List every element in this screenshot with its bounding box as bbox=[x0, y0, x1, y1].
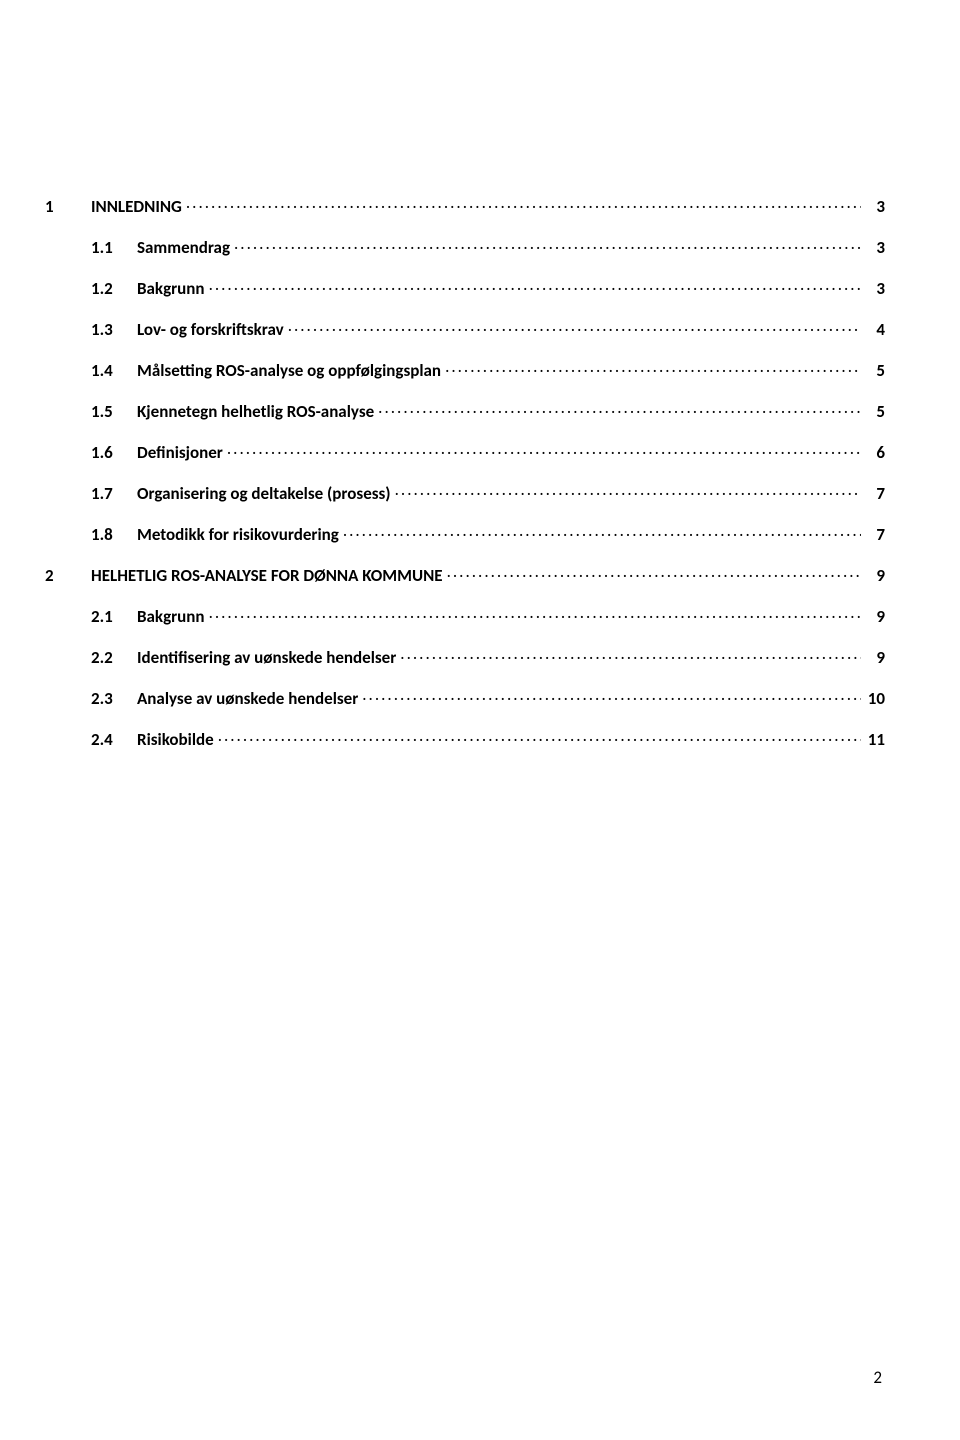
toc-entry-page: 3 bbox=[865, 198, 885, 215]
toc-entry-title: Bakgrunn bbox=[137, 608, 205, 625]
toc-entry-number: 1.6 bbox=[91, 444, 137, 461]
toc-entry-title: Målsetting ROS-analyse og oppfølgingspla… bbox=[137, 362, 441, 379]
toc-entry-number: 1.5 bbox=[91, 403, 137, 420]
toc-entry: 2.4Risikobilde 11 bbox=[45, 728, 885, 748]
toc-entry-number: 2 bbox=[45, 567, 91, 584]
toc-entry: 1.2Bakgrunn 3 bbox=[45, 277, 885, 297]
toc-entry-title: Kjennetegn helhetlig ROS-analyse bbox=[137, 403, 374, 420]
toc-entry-page: 5 bbox=[865, 403, 885, 420]
toc-entry: 1.1Sammendrag 3 bbox=[45, 236, 885, 256]
toc-entry-page: 9 bbox=[865, 649, 885, 666]
toc-leader-dots bbox=[227, 441, 861, 458]
toc-entry-number: 1.8 bbox=[91, 526, 137, 543]
toc-entry: 1.6Definisjoner 6 bbox=[45, 441, 885, 461]
toc-entry: 1.8Metodikk for risikovurdering 7 bbox=[45, 523, 885, 543]
toc-entry: 1.4Målsetting ROS-analyse og oppfølgings… bbox=[45, 359, 885, 379]
toc-entry-title: Metodikk for risikovurdering bbox=[137, 526, 339, 543]
toc-entry-page: 3 bbox=[865, 280, 885, 297]
toc-entry: 2.2Identifisering av uønskede hendelser 9 bbox=[45, 646, 885, 666]
toc-entry-title: Lov- og forskriftskrav bbox=[137, 321, 284, 338]
toc-entry-number: 1.3 bbox=[91, 321, 137, 338]
toc-entry-page: 7 bbox=[865, 485, 885, 502]
toc-leader-dots bbox=[447, 564, 861, 581]
toc-leader-dots bbox=[209, 605, 861, 622]
toc-entry-number: 2.1 bbox=[91, 608, 137, 625]
toc-entry-title: HELHETLIG ROS-ANALYSE FOR DØNNA KOMMUNE bbox=[91, 567, 443, 584]
toc-entry-page: 6 bbox=[865, 444, 885, 461]
toc-entry-page: 9 bbox=[865, 567, 885, 584]
toc-entry-number: 2.2 bbox=[91, 649, 137, 666]
document-page: 1INNLEDNING31.1Sammendrag31.2Bakgrunn31.… bbox=[0, 0, 960, 1440]
toc-leader-dots bbox=[234, 236, 861, 253]
toc-entry-number: 2.3 bbox=[91, 690, 137, 707]
toc-leader-dots bbox=[218, 728, 861, 745]
table-of-contents: 1INNLEDNING31.1Sammendrag31.2Bakgrunn31.… bbox=[45, 195, 885, 748]
toc-entry-page: 7 bbox=[865, 526, 885, 543]
toc-entry-title: Organisering og deltakelse (prosess) bbox=[137, 485, 391, 502]
toc-entry: 2HELHETLIG ROS-ANALYSE FOR DØNNA KOMMUNE… bbox=[45, 564, 885, 584]
toc-entry-title: Bakgrunn bbox=[137, 280, 205, 297]
toc-entry-title: Sammendrag bbox=[137, 239, 230, 256]
toc-entry: 2.1Bakgrunn 9 bbox=[45, 605, 885, 625]
toc-entry-number: 2.4 bbox=[91, 731, 137, 748]
toc-entry-title: Definisjoner bbox=[137, 444, 223, 461]
toc-entry-number: 1.1 bbox=[91, 239, 137, 256]
toc-entry-title: Risikobilde bbox=[137, 731, 214, 748]
toc-entry: 1.3Lov- og forskriftskrav 4 bbox=[45, 318, 885, 338]
toc-entry-title: Analyse av uønskede hendelser bbox=[137, 690, 358, 707]
toc-entry-page: 3 bbox=[865, 239, 885, 256]
toc-leader-dots bbox=[209, 277, 861, 294]
toc-leader-dots bbox=[378, 400, 861, 417]
toc-entry-number: 1.2 bbox=[91, 280, 137, 297]
toc-entry-number: 1.4 bbox=[91, 362, 137, 379]
toc-leader-dots bbox=[343, 523, 861, 540]
toc-leader-dots bbox=[186, 195, 861, 212]
toc-entry-page: 4 bbox=[865, 321, 885, 338]
toc-entry-title: INNLEDNING bbox=[91, 198, 182, 215]
toc-entry-number: 1 bbox=[45, 198, 91, 215]
toc-leader-dots bbox=[288, 318, 861, 335]
toc-entry-title: Identifisering av uønskede hendelser bbox=[137, 649, 396, 666]
toc-leader-dots bbox=[400, 646, 861, 663]
toc-entry-page: 11 bbox=[865, 731, 885, 748]
toc-entry-page: 9 bbox=[865, 608, 885, 625]
toc-entry: 2.3Analyse av uønskede hendelser 10 bbox=[45, 687, 885, 707]
toc-entry-number: 1.7 bbox=[91, 485, 137, 502]
toc-entry-page: 5 bbox=[865, 362, 885, 379]
toc-leader-dots bbox=[445, 359, 861, 376]
toc-entry: 1INNLEDNING 3 bbox=[45, 195, 885, 215]
toc-entry: 1.7Organisering og deltakelse (prosess) 7 bbox=[45, 482, 885, 502]
toc-leader-dots bbox=[395, 482, 861, 499]
toc-entry: 1.5Kjennetegn helhetlig ROS-analyse 5 bbox=[45, 400, 885, 420]
page-number: 2 bbox=[873, 1367, 882, 1388]
toc-entry-page: 10 bbox=[865, 690, 885, 707]
toc-leader-dots bbox=[362, 687, 861, 704]
